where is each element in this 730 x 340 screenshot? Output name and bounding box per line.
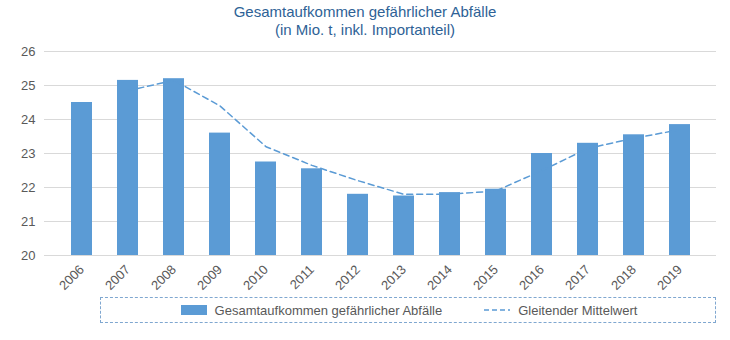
svg-text:2019: 2019 — [654, 262, 685, 293]
svg-text:22: 22 — [21, 180, 35, 195]
svg-text:2009: 2009 — [194, 262, 225, 293]
svg-text:2014: 2014 — [424, 262, 455, 293]
html-text:Gesamtaufkommen gefährlicher A: Gesamtaufkommen gefährlicher Abfälle — [233, 3, 497, 20]
svg-text:20: 20 — [21, 248, 35, 263]
svg-text:21: 21 — [21, 214, 35, 229]
svg-text:26: 26 — [21, 44, 35, 59]
svg-text:2007: 2007 — [102, 262, 133, 293]
html-text:Gleitender Mittelwert: Gleitender Mittelwert — [518, 302, 638, 318]
svg-text:2018: 2018 — [608, 262, 639, 293]
svg-text:2010: 2010 — [240, 262, 271, 293]
svg-text:25: 25 — [21, 78, 35, 93]
svg-text:2008: 2008 — [148, 262, 179, 293]
html-text:(in Mio. t, inkl. Importanteil: (in Mio. t, inkl. Importanteil) — [275, 21, 455, 38]
svg-text:24: 24 — [21, 112, 35, 127]
html-text:Gesamtaufkommen gefährlicher A: Gesamtaufkommen gefährlicher Abfälle — [214, 302, 443, 318]
svg-text:2013: 2013 — [378, 262, 409, 293]
svg-text:2006: 2006 — [56, 262, 87, 293]
svg-text:23: 23 — [21, 146, 35, 161]
svg-text:2011: 2011 — [287, 262, 317, 292]
svg-text:2016: 2016 — [516, 262, 547, 293]
svg-text:2015: 2015 — [470, 262, 501, 293]
svg-text:2017: 2017 — [562, 262, 593, 293]
svg-text:2012: 2012 — [332, 262, 363, 293]
